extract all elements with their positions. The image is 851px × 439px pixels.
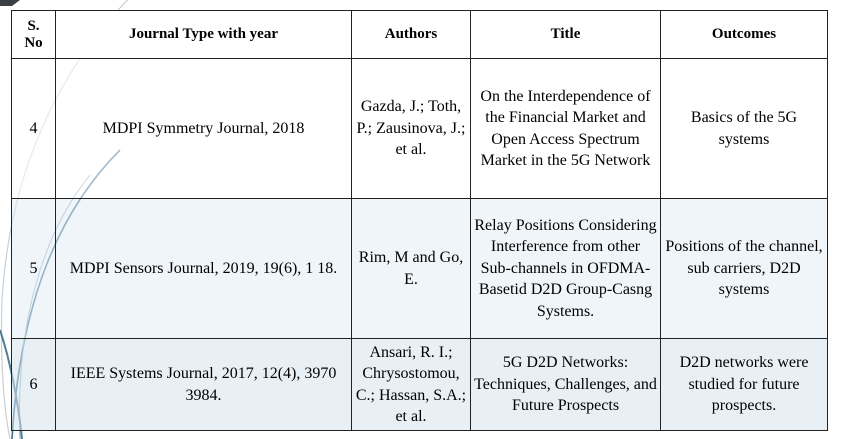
cell-title: Relay Positions Considering Interference… xyxy=(470,198,661,339)
cell-sno: 6 xyxy=(11,338,56,431)
header-row: S. No Journal Type with year Authors Tit… xyxy=(11,10,828,59)
cell-authors: Rim, M and Go, E. xyxy=(351,198,471,339)
cell-journal: MDPI Symmetry Journal, 2018 xyxy=(55,58,352,199)
cell-title: 5G D2D Networks: Techniques, Challenges,… xyxy=(470,338,661,431)
cell-sno: 4 xyxy=(11,58,56,199)
cell-authors: Gazda, J.; Toth, P.; Zausinova, J.; et a… xyxy=(351,58,471,199)
cell-journal: MDPI Sensors Journal, 2019, 19(6), 1 18. xyxy=(55,198,352,339)
header-sno: S. No xyxy=(11,10,56,59)
table-row: 6 IEEE Systems Journal, 2017, 12(4), 397… xyxy=(11,338,828,431)
header-journal: Journal Type with year xyxy=(55,10,352,59)
journal-table: S. No Journal Type with year Authors Tit… xyxy=(11,10,828,431)
cell-journal: IEEE Systems Journal, 2017, 12(4), 3970 … xyxy=(55,338,352,431)
table-row: 5 MDPI Sensors Journal, 2019, 19(6), 1 1… xyxy=(11,198,828,339)
header-title: Title xyxy=(470,10,661,59)
cell-sno: 5 xyxy=(11,198,56,339)
cell-outcomes: Positions of the channel, sub carriers, … xyxy=(660,198,828,339)
table-row: 4 MDPI Symmetry Journal, 2018 Gazda, J.;… xyxy=(11,58,828,199)
cell-outcomes: D2D networks were studied for future pro… xyxy=(660,338,828,431)
header-outcomes: Outcomes xyxy=(660,10,828,59)
cell-title: On the Interdependence of the Financial … xyxy=(470,58,661,199)
header-authors: Authors xyxy=(351,10,471,59)
cell-authors: Ansari, R. I.; Chrysostomou, C.; Hassan,… xyxy=(351,338,471,431)
cell-outcomes: Basics of the 5G systems xyxy=(660,58,828,199)
